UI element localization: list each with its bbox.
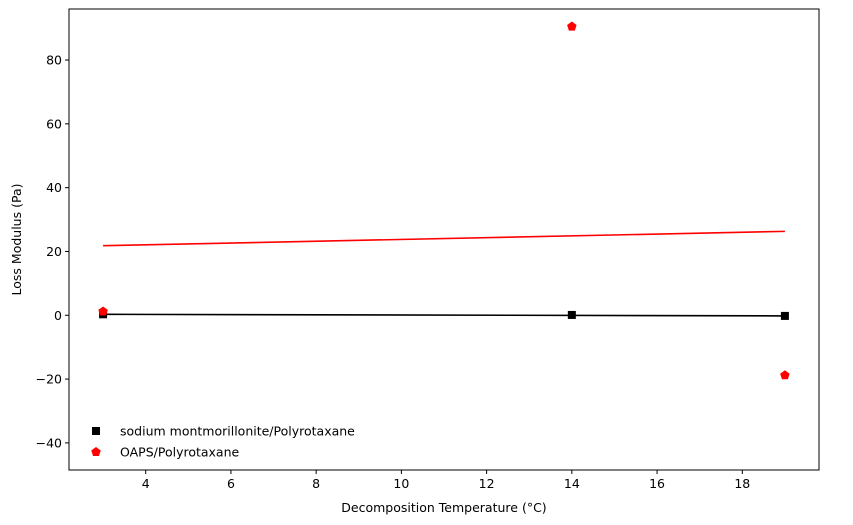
x-axis-ticks: 4 6 8 10 12 14 16 18: [142, 470, 750, 491]
data-point-oaps: [780, 370, 790, 380]
x-tick-label: 8: [312, 476, 320, 491]
data-markers: [98, 21, 790, 380]
x-tick-label: 12: [479, 476, 495, 491]
plot-frame: [68, 8, 820, 471]
x-tick-label: 6: [227, 476, 235, 491]
x-tick-label: 4: [142, 476, 150, 491]
x-tick-label: 10: [393, 476, 409, 491]
y-tick-label: −40: [36, 435, 62, 450]
legend-label: sodium montmorillonite/Polyrotaxane: [120, 424, 355, 439]
y-tick-label: −20: [36, 372, 62, 387]
data-point-montmorillonite: [780, 311, 789, 320]
x-tick-label: 18: [734, 476, 750, 491]
legend-marker-oaps: [91, 447, 101, 457]
legend-marker-montmorillonite: [92, 427, 100, 435]
data-point-montmorillonite: [567, 310, 576, 319]
fit-line-oaps: [103, 230, 785, 247]
x-tick-label: 14: [564, 476, 580, 491]
data-point-oaps: [567, 21, 577, 31]
data-point-oaps: [98, 306, 108, 316]
y-axis-title: Loss Modulus (Pa): [9, 184, 24, 296]
y-tick-label: 40: [46, 180, 62, 195]
fit-line-montmorillonite: [103, 313, 785, 317]
y-tick-label: 0: [54, 308, 62, 323]
legend: sodium montmorillonite/Polyrotaxane OAPS/…: [91, 424, 355, 460]
y-axis-ticks: −40 −20 0 20 40 60 80: [36, 53, 69, 450]
x-tick-label: 16: [649, 476, 665, 491]
y-tick-label: 60: [46, 116, 62, 131]
y-tick-label: 80: [46, 53, 62, 68]
legend-label: OAPS/Polyrotaxane: [120, 445, 240, 460]
x-axis-title: Decomposition Temperature (°C): [341, 500, 546, 515]
fit-lines: [103, 230, 785, 317]
y-tick-label: 20: [46, 244, 62, 259]
